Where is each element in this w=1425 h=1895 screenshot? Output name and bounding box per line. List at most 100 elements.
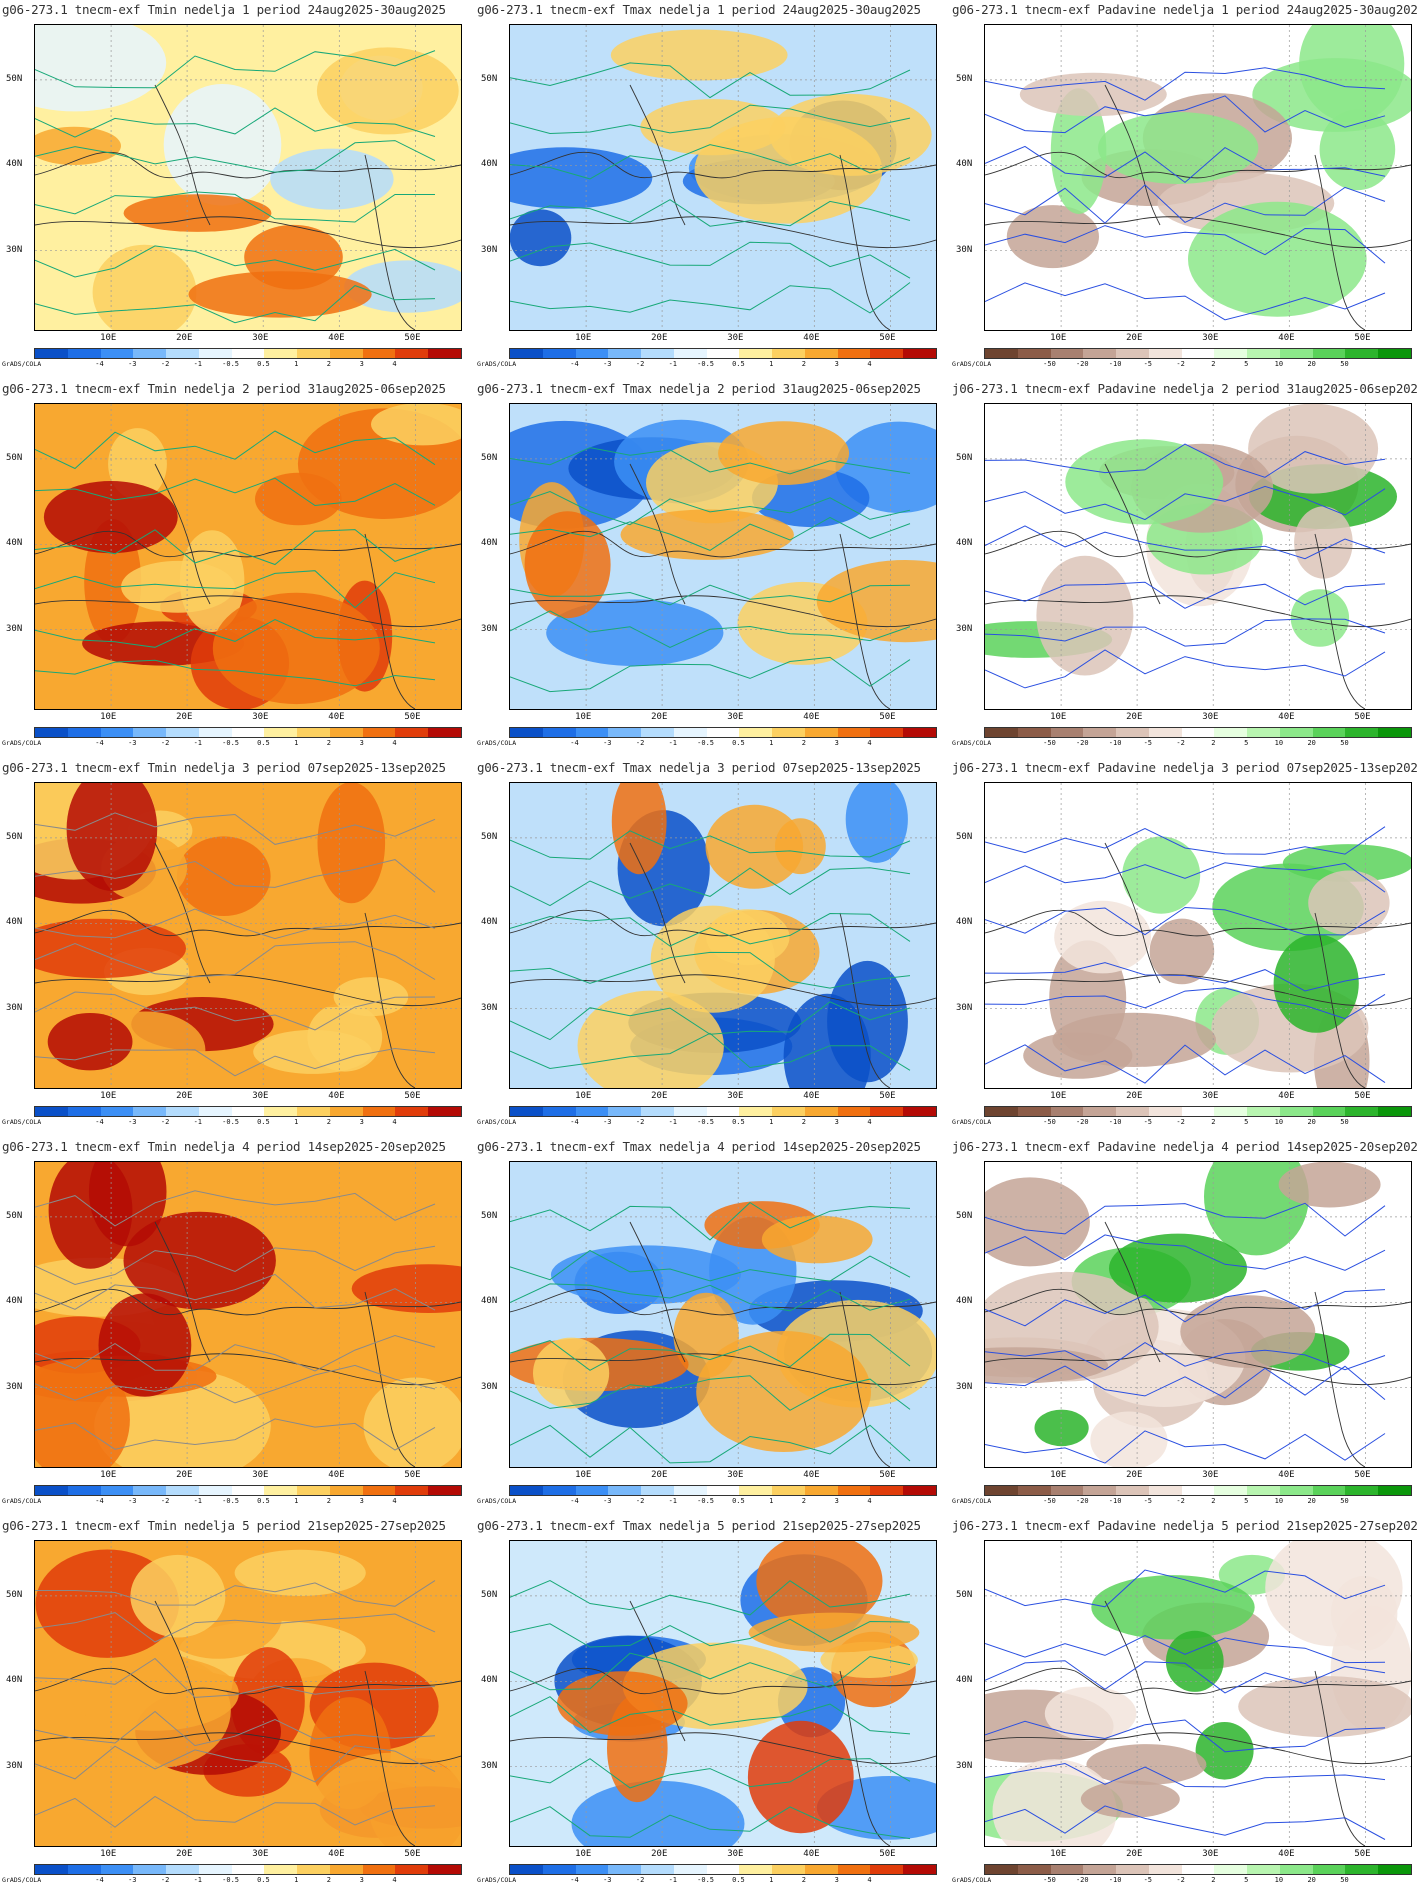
colorbar-swatch: [706, 728, 740, 737]
colorbar-tick-label: 1: [294, 1497, 299, 1505]
anomaly-shading: [816, 560, 936, 643]
colorbar-tick-label: 50: [1340, 1497, 1349, 1505]
contour-line: [35, 1273, 436, 1311]
colorbar-swatch: [100, 349, 134, 358]
colorbar-tick-label: 3: [359, 1118, 364, 1126]
colorbar-swatch: [362, 1107, 396, 1116]
colorbar-tick-label: 0.5: [732, 739, 745, 747]
contour-line: [510, 1652, 911, 1691]
colorbar-tick-label: 0.5: [732, 360, 745, 368]
longitude-label: 40E: [1278, 333, 1295, 343]
panel-title: g06-273.1 tnecm-exf Tmax nedelja 2 perio…: [477, 381, 921, 396]
grads-credit: GrADS/COLA: [952, 360, 992, 368]
colorbar-swatch: [329, 1486, 363, 1495]
map-area: [34, 403, 462, 710]
colorbar-swatch: [329, 1107, 363, 1116]
map-area: [34, 1161, 462, 1468]
panel-title: g06-273.1 tnecm-exf Tmax nedelja 4 perio…: [477, 1139, 921, 1154]
colorbar-swatch: [739, 1107, 773, 1116]
grads-credit: GrADS/COLA: [2, 360, 42, 368]
colorbar-swatch: [1247, 349, 1280, 358]
contour-line: [35, 1418, 436, 1451]
contour-line: [985, 1342, 1386, 1371]
colorbar-tick-label: -2: [1176, 360, 1185, 368]
coastline: [985, 1353, 1411, 1386]
contour-line: [985, 225, 1386, 264]
panel-title: g06-273.1 tnecm-exf Padavine nedelja 1 p…: [952, 2, 1418, 17]
coastline: [1104, 842, 1161, 984]
anomaly-shading: [557, 1671, 688, 1736]
latitude-label: 40N: [481, 917, 498, 928]
grads-credit: GrADS/COLA: [477, 1497, 517, 1505]
contour-line: [985, 1719, 1386, 1753]
colorbar-swatch: [1116, 728, 1149, 737]
anomaly-shading: [317, 783, 386, 904]
contour-line: [985, 443, 1386, 478]
latitude-label: 30N: [6, 1760, 23, 1771]
coastline: [510, 909, 936, 937]
coastline: [839, 154, 891, 330]
colorbar-tick-label: -0.5: [697, 739, 715, 747]
contour-line: [510, 830, 911, 860]
latitude-label: 50N: [481, 452, 498, 463]
colorbar-tick-label: 3: [834, 1497, 839, 1505]
longitude-label: 30E: [252, 1091, 269, 1101]
coastline: [35, 595, 461, 628]
map-svg: [510, 783, 936, 1088]
colorbar-tick-label: -4: [95, 739, 104, 747]
latitude-label: 50N: [6, 452, 23, 463]
contour-line: [985, 906, 1386, 936]
anomaly-shading: [524, 511, 611, 619]
colorbar-tick-label: -2: [160, 1876, 170, 1884]
map-panel: g06-273.1 tnecm-exf Tmin nedelja 5 perio…: [0, 1516, 470, 1891]
coastline: [364, 1291, 416, 1467]
contour-line: [510, 656, 911, 693]
latitude-label: 30N: [956, 623, 973, 634]
colorbar-tick-label: -4: [570, 1118, 579, 1126]
colorbar-swatch: [133, 1865, 167, 1874]
colorbar-swatch: [428, 728, 461, 737]
latitude-label: 40N: [956, 159, 973, 170]
colorbar-tick-label: 0.5: [732, 1497, 745, 1505]
colorbar-swatch: [870, 1865, 904, 1874]
map-area: [984, 403, 1412, 710]
colorbar-swatch: [133, 1107, 167, 1116]
panel-title: j06-273.1 tnecm-exf Padavine nedelja 5 p…: [952, 1518, 1418, 1533]
coastline: [839, 1670, 891, 1846]
colorbar-swatch: [67, 728, 101, 737]
contour-line: [985, 282, 1386, 321]
colorbar-tick-label: -10: [1108, 360, 1122, 368]
colorbar-swatch: [1050, 1865, 1084, 1874]
coastline: [364, 533, 416, 709]
longitude-label: 50E: [1354, 712, 1371, 722]
map-area: [984, 782, 1412, 1089]
colorbar-tick-label: -5: [1143, 360, 1153, 368]
colorbar-tick-label: -2: [635, 739, 645, 747]
colorbar-swatch: [198, 1486, 232, 1495]
colorbar: [509, 1864, 937, 1875]
anomaly-shading: [35, 25, 167, 112]
coastline: [510, 1288, 936, 1316]
colorbar-swatch: [1345, 728, 1379, 737]
colorbar-tick-label: -5: [1143, 1876, 1153, 1884]
colorbar-swatch: [1116, 349, 1149, 358]
coastline: [1314, 533, 1366, 709]
longitude-label: 20E: [651, 1091, 668, 1101]
colorbar-swatch: [903, 728, 936, 737]
longitude-label: 30E: [1202, 333, 1219, 343]
colorbar-swatch: [1345, 1865, 1379, 1874]
colorbar-swatch: [804, 1486, 838, 1495]
colorbar-swatch: [362, 349, 396, 358]
colorbar-swatch: [35, 349, 68, 358]
contour-line: [510, 104, 911, 135]
anomaly-shading: [35, 126, 121, 165]
longitude-label: 10E: [575, 333, 592, 343]
contour-line: [35, 812, 436, 845]
contour-line: [35, 285, 436, 324]
colorbar-tick-label: -2: [1176, 1118, 1185, 1126]
colorbar-swatch: [231, 728, 265, 737]
contour-line: [985, 525, 1386, 560]
anomaly-shading: [153, 405, 243, 526]
colorbar-tick-label: 50: [1340, 360, 1349, 368]
latitude-label: 30N: [956, 1002, 973, 1013]
